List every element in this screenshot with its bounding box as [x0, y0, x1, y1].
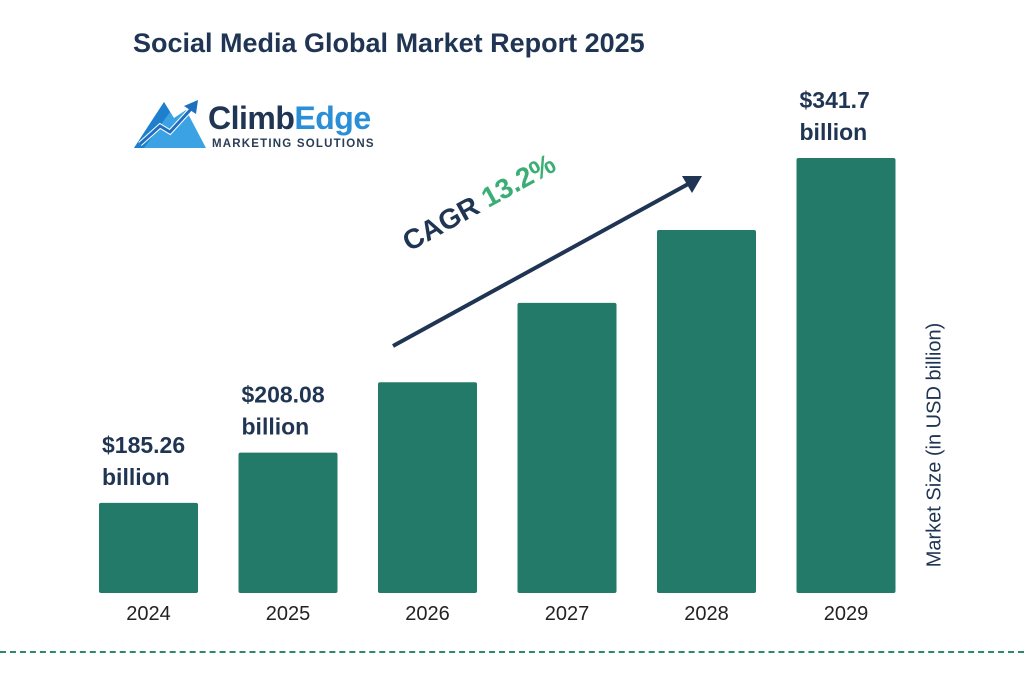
data-label-value: $341.7 [800, 87, 870, 113]
x-tick-label: 2029 [824, 603, 869, 625]
x-tick-label: 2024 [126, 603, 171, 625]
x-tick-label: 2026 [405, 603, 450, 625]
cagr-arrow-head-icon [682, 176, 702, 193]
bar-2028 [657, 230, 756, 593]
bar-2027 [517, 302, 617, 593]
y-axis-label: Market Size (in USD billion) [923, 322, 946, 568]
logo-name-part2: Edge [294, 100, 371, 136]
x-tick-label: 2028 [684, 603, 729, 625]
logo: ClimbEdge MARKETING SOLUTIONS [134, 96, 394, 156]
cagr-arrow-line [392, 181, 691, 348]
mountain-arrow-icon [134, 100, 206, 148]
x-tick-label: 2027 [545, 603, 590, 625]
bar-2026 [378, 382, 477, 593]
data-label-unit: billion [242, 414, 310, 440]
x-tick-label: 2025 [266, 603, 311, 625]
bar-2025 [238, 452, 338, 593]
data-label-unit: billion [800, 119, 868, 145]
bar-2029 [796, 157, 896, 594]
bar-2024 [99, 502, 198, 593]
data-label-value: $208.08 [242, 382, 325, 408]
logo-tagline: MARKETING SOLUTIONS [212, 138, 375, 150]
chart-title: Social Media Global Market Report 2025 [133, 28, 645, 58]
logo-name: ClimbEdge [208, 100, 371, 137]
data-label-unit: billion [102, 464, 170, 490]
logo-name-part1: Climb [208, 100, 295, 136]
dashed-divider [0, 651, 1024, 653]
data-label-value: $185.26 [102, 432, 185, 458]
